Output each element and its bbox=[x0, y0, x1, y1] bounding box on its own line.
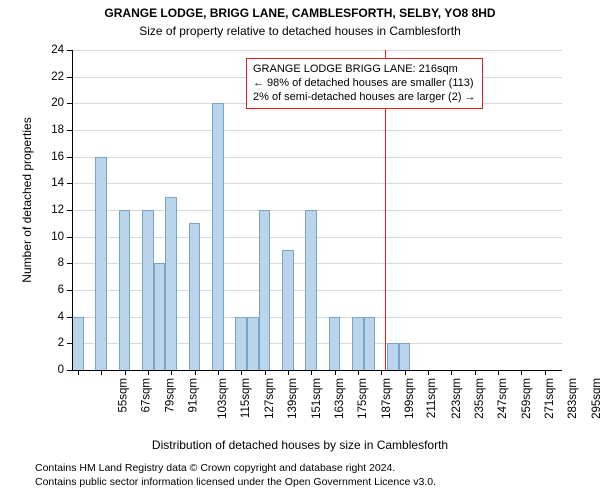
histogram-bar bbox=[399, 343, 411, 370]
y-tick-label: 8 bbox=[42, 257, 64, 269]
x-tick-mark bbox=[101, 370, 102, 375]
y-tick-label: 14 bbox=[42, 177, 64, 189]
y-tick-label: 4 bbox=[42, 311, 64, 323]
x-tick-label: 295sqm bbox=[590, 378, 600, 419]
histogram-bar bbox=[364, 317, 376, 370]
y-gridline bbox=[72, 183, 562, 184]
histogram-bar bbox=[282, 250, 294, 370]
x-tick-mark bbox=[451, 370, 452, 375]
x-tick-mark bbox=[241, 370, 242, 375]
histogram-bar bbox=[329, 317, 341, 370]
annotation-line-2: ← 98% of detached houses are smaller (11… bbox=[253, 77, 476, 91]
x-tick-label: 151sqm bbox=[310, 378, 322, 419]
x-tick-mark bbox=[171, 370, 172, 375]
y-gridline bbox=[72, 157, 562, 158]
y-tick-label: 2 bbox=[42, 337, 64, 349]
x-axis-label: Distribution of detached houses by size … bbox=[0, 438, 600, 452]
x-tick-label: 235sqm bbox=[474, 378, 486, 419]
x-tick-mark bbox=[288, 370, 289, 375]
histogram-bar bbox=[119, 210, 131, 370]
histogram-bar bbox=[235, 317, 247, 370]
annotation-line-3: 2% of semi-detached houses are larger (2… bbox=[253, 91, 476, 105]
x-tick-mark bbox=[498, 370, 499, 375]
histogram-bar bbox=[305, 210, 317, 370]
x-tick-label: 259sqm bbox=[520, 378, 532, 419]
annotation-line-1: GRANGE LODGE BRIGG LANE: 216sqm bbox=[253, 63, 476, 77]
x-tick-label: 91sqm bbox=[187, 378, 199, 413]
x-tick-mark bbox=[358, 370, 359, 375]
x-tick-label: 175sqm bbox=[357, 378, 369, 419]
x-tick-label: 223sqm bbox=[450, 378, 462, 419]
x-tick-mark bbox=[195, 370, 196, 375]
x-tick-mark bbox=[125, 370, 126, 375]
x-tick-mark bbox=[475, 370, 476, 375]
x-tick-label: 127sqm bbox=[264, 378, 276, 419]
x-tick-label: 163sqm bbox=[334, 378, 346, 419]
y-tick-label: 10 bbox=[42, 231, 64, 243]
x-tick-mark bbox=[311, 370, 312, 375]
x-tick-label: 187sqm bbox=[380, 378, 392, 419]
y-tick-label: 12 bbox=[42, 204, 64, 216]
x-tick-label: 67sqm bbox=[141, 378, 153, 413]
y-tick-label: 6 bbox=[42, 284, 64, 296]
x-tick-mark bbox=[218, 370, 219, 375]
y-tick-label: 22 bbox=[42, 71, 64, 83]
x-tick-label: 79sqm bbox=[164, 378, 176, 413]
y-axis-line bbox=[72, 50, 73, 370]
x-tick-label: 55sqm bbox=[117, 378, 129, 413]
histogram-bar bbox=[72, 317, 84, 370]
x-tick-mark bbox=[265, 370, 266, 375]
y-tick-label: 20 bbox=[42, 97, 64, 109]
x-tick-mark bbox=[545, 370, 546, 375]
chart-subtitle: Size of property relative to detached ho… bbox=[0, 24, 600, 38]
histogram-bar bbox=[189, 223, 201, 370]
y-tick-label: 18 bbox=[42, 124, 64, 136]
histogram-bar bbox=[142, 210, 154, 370]
histogram-bar bbox=[154, 263, 166, 370]
x-axis-line bbox=[72, 370, 562, 371]
x-tick-mark bbox=[335, 370, 336, 375]
x-tick-mark bbox=[381, 370, 382, 375]
y-tick-label: 0 bbox=[42, 364, 64, 376]
histogram-bar bbox=[247, 317, 259, 370]
x-tick-mark bbox=[78, 370, 79, 375]
x-tick-label: 115sqm bbox=[240, 378, 252, 418]
histogram-bar bbox=[259, 210, 271, 370]
y-tick-label: 16 bbox=[42, 151, 64, 163]
y-gridline bbox=[72, 130, 562, 131]
x-tick-label: 271sqm bbox=[544, 378, 556, 419]
x-tick-label: 211sqm bbox=[426, 378, 438, 418]
chart-title: GRANGE LODGE, BRIGG LANE, CAMBLESFORTH, … bbox=[0, 6, 600, 20]
x-tick-mark bbox=[521, 370, 522, 375]
histogram-bar bbox=[352, 317, 364, 370]
annotation-callout: GRANGE LODGE BRIGG LANE: 216sqm ← 98% of… bbox=[246, 58, 483, 109]
footer-attribution: Contains HM Land Registry data © Crown c… bbox=[35, 462, 436, 489]
x-tick-mark bbox=[428, 370, 429, 375]
footer-line-1: Contains HM Land Registry data © Crown c… bbox=[35, 462, 436, 476]
histogram-bar bbox=[95, 157, 107, 370]
x-tick-label: 247sqm bbox=[497, 378, 509, 419]
histogram-bar bbox=[387, 343, 399, 370]
y-axis-label: Number of detached properties bbox=[20, 40, 34, 360]
x-tick-mark bbox=[405, 370, 406, 375]
x-tick-label: 103sqm bbox=[217, 378, 229, 419]
y-gridline bbox=[72, 50, 562, 51]
x-tick-mark bbox=[148, 370, 149, 375]
x-tick-label: 139sqm bbox=[287, 378, 299, 419]
footer-line-2: Contains public sector information licen… bbox=[35, 476, 436, 490]
x-tick-label: 199sqm bbox=[404, 378, 416, 419]
x-tick-label: 283sqm bbox=[567, 378, 579, 419]
histogram-bar bbox=[165, 197, 177, 370]
histogram-bar bbox=[212, 103, 224, 370]
y-tick-label: 24 bbox=[42, 44, 64, 56]
